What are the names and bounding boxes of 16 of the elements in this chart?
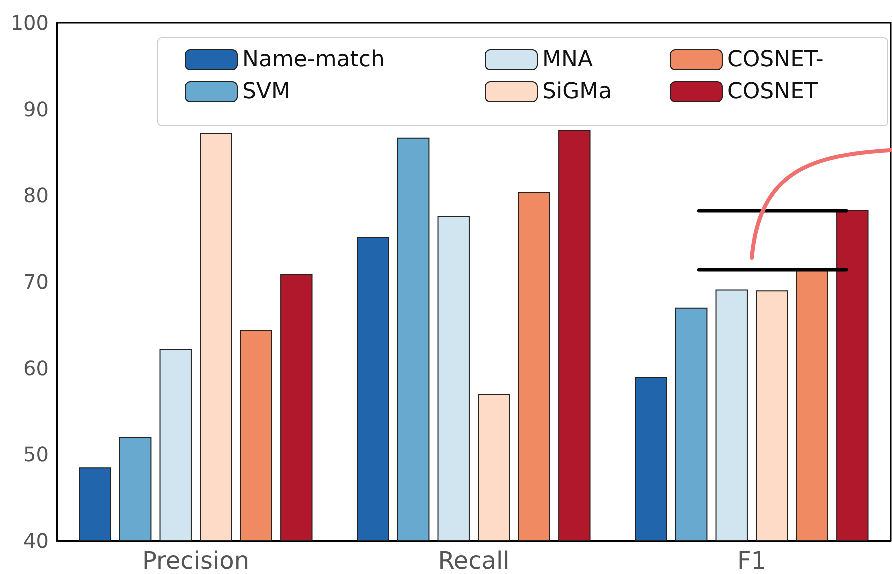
- y-tick-label: 60: [24, 356, 49, 380]
- legend-label: SVM: [242, 80, 290, 104]
- y-tick-label: 90: [24, 97, 49, 122]
- legend-label: COSNET: [728, 80, 818, 104]
- y-tick-label: 40: [24, 529, 49, 553]
- y-tick-label: 50: [24, 442, 49, 467]
- legend-label: MNA: [542, 48, 593, 72]
- y-tick-label: 100: [10, 11, 49, 35]
- legend-label: COSNET-: [728, 48, 824, 72]
- y-tick-label: 70: [24, 270, 49, 294]
- x-tick-label: F1: [737, 547, 767, 574]
- legend-label: SiGMa: [542, 80, 612, 104]
- x-tick-label: Recall: [438, 547, 510, 574]
- legend-label: Name-match: [242, 48, 385, 72]
- y-tick-label: 80: [24, 184, 49, 208]
- x-tick-label: Precision: [142, 547, 250, 574]
